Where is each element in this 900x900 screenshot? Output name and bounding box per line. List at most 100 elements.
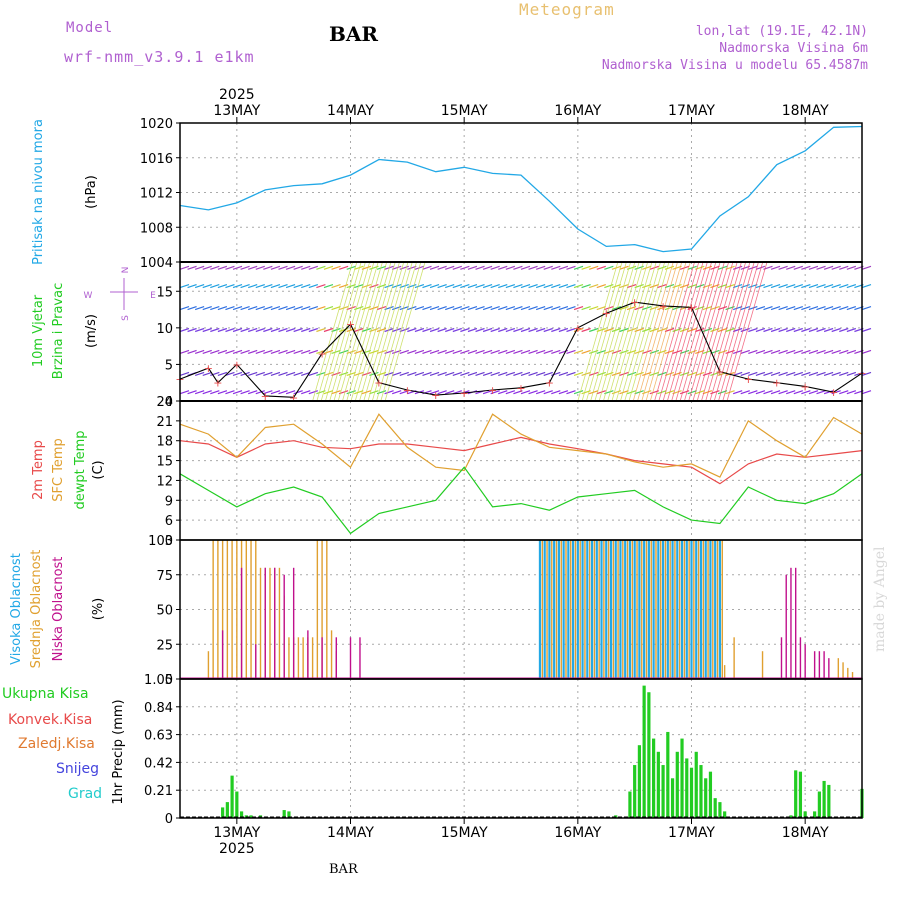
- wind-barb: [770, 371, 781, 376]
- wind-barb: [642, 305, 652, 311]
- wind-barb: [285, 284, 296, 289]
- day-label-top: 14MAY: [327, 103, 374, 119]
- model-name: wrf-nmm_v3.9.1 e1km: [64, 48, 255, 66]
- precip-bar: [661, 765, 665, 818]
- year-label-top: 2025: [219, 87, 255, 103]
- wind-barb: [513, 305, 523, 311]
- wind-barb: [482, 327, 493, 333]
- wind-barb: [240, 390, 250, 395]
- wind-hatch: [342, 261, 383, 402]
- wind-barb: [861, 265, 872, 270]
- precip-bar: [822, 780, 826, 818]
- wind-hatch: [590, 261, 632, 402]
- day-label-bottom: 18MAY: [782, 825, 829, 841]
- wind-barb: [399, 305, 409, 311]
- wind-barb: [543, 349, 553, 355]
- wind-barb: [763, 390, 773, 395]
- wind-hatch: [645, 261, 687, 402]
- precip-bar: [723, 811, 727, 818]
- wind-barb: [301, 284, 311, 289]
- wind-hatch: [312, 261, 353, 402]
- wind-barb: [816, 390, 826, 395]
- wind-barb: [316, 305, 326, 311]
- wind-barb: [452, 349, 462, 355]
- wind-barb: [270, 371, 281, 376]
- wind-barb: [566, 327, 576, 333]
- wind-gust-marker: +: [213, 377, 222, 390]
- wind-barb: [369, 305, 379, 311]
- precip-bar: [647, 692, 651, 818]
- wind-barb: [422, 284, 432, 289]
- wind-barb: [498, 265, 508, 270]
- wind-barb: [210, 349, 220, 355]
- wind-barb: [346, 327, 356, 333]
- y-tick-label: 15: [156, 455, 173, 470]
- wind-hatch: [603, 261, 644, 402]
- wind-barb: [445, 371, 455, 376]
- wind-barb: [202, 390, 212, 395]
- wind-barb: [808, 327, 819, 333]
- wind-barb: [839, 284, 849, 289]
- wind-barb: [528, 265, 538, 270]
- wind-barb: [278, 390, 288, 395]
- wind-barb: [232, 265, 243, 270]
- y-tick-label: 75: [156, 569, 173, 584]
- y-tick-label: 0.84: [144, 701, 173, 716]
- wind-barb: [399, 265, 409, 270]
- wind-barb: [437, 305, 447, 311]
- wind-barb: [354, 265, 364, 270]
- wind-barb: [748, 371, 758, 376]
- wind-barb: [513, 327, 523, 333]
- cloud-unit: (%): [91, 598, 106, 621]
- wind-hatch: [594, 261, 636, 402]
- wind-barb: [861, 371, 872, 376]
- wind-barb: [490, 371, 500, 376]
- wind-gust-marker: +: [715, 366, 724, 379]
- wind-barb: [816, 327, 826, 333]
- footer-station: BAR: [329, 862, 358, 877]
- wind-barb: [210, 265, 220, 270]
- wind-barb: [437, 265, 447, 270]
- wind-barb: [740, 327, 750, 333]
- wind-unit: (m/s): [84, 314, 99, 348]
- wind-barb: [255, 305, 265, 311]
- wind-barb: [429, 265, 440, 270]
- wind-barb: [801, 390, 811, 395]
- wind-barb: [308, 349, 319, 355]
- cloud-title-2: Srednja Oblacnost: [29, 550, 44, 669]
- wind-hatch: [611, 261, 653, 402]
- wind-barb: [293, 265, 303, 270]
- wind-barb: [816, 284, 826, 289]
- wind-barb: [816, 371, 826, 376]
- wind-barb: [316, 371, 326, 376]
- wind-barb: [801, 349, 811, 355]
- wind-barb: [566, 265, 576, 270]
- wind-barb: [558, 390, 569, 395]
- wind-barb: [338, 327, 349, 333]
- wind-barb: [770, 305, 781, 311]
- wind-barb: [407, 327, 417, 333]
- wind-gust-marker: +: [403, 384, 412, 397]
- y-tick-label: 1016: [140, 152, 173, 167]
- precip-bar: [694, 751, 698, 818]
- precip-bar: [675, 751, 679, 818]
- wind-barb: [831, 284, 841, 289]
- panel-frame-4: [179, 678, 863, 819]
- wind-barb: [763, 349, 773, 355]
- wind-barb: [740, 390, 750, 395]
- wind-barb: [323, 371, 334, 376]
- wind-title-2: Brzina i Pravac: [51, 283, 66, 380]
- wind-gust-marker: +: [346, 318, 355, 331]
- wind-barb: [528, 349, 538, 355]
- wind-barb: [566, 390, 576, 395]
- wind-barb: [240, 305, 250, 311]
- wind-barb: [664, 284, 675, 289]
- wind-barb: [429, 284, 440, 289]
- wind-barb: [240, 327, 250, 333]
- wind-barb: [801, 265, 811, 270]
- wind-gust-marker: +: [801, 380, 810, 393]
- wind-barb: [619, 265, 629, 270]
- wind-barb: [513, 265, 523, 270]
- wind-barb: [566, 305, 576, 311]
- wind-barb: [793, 284, 803, 289]
